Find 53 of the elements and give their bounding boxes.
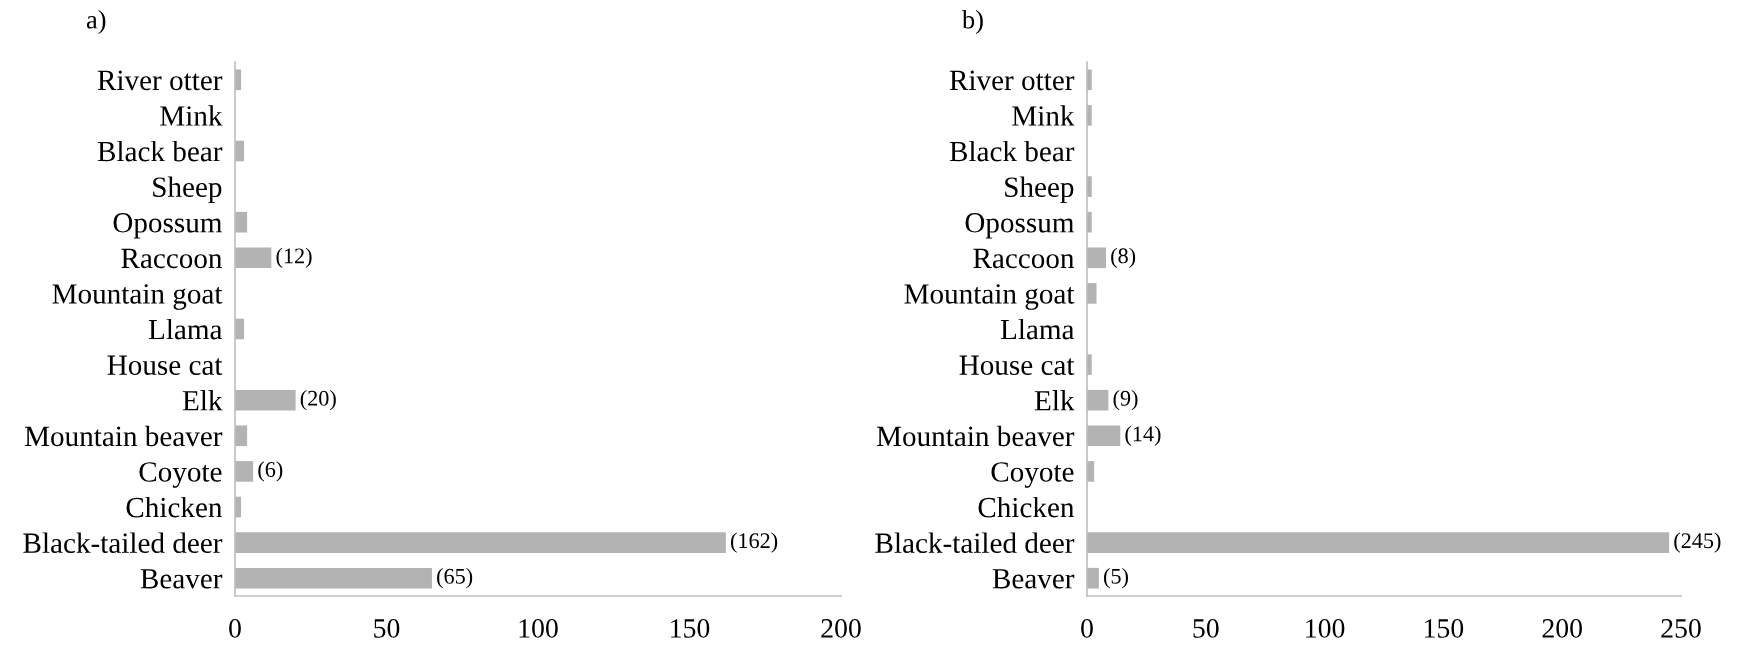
chart-title: a): [86, 10, 106, 34]
y-tick-label: Raccoon: [121, 248, 223, 269]
x-tick-label: 150: [671, 619, 710, 638]
y-tick-label: Black bear: [97, 140, 223, 162]
y-tick-label: Black-tailed deer: [875, 532, 1075, 554]
y-tick-label: Elk: [1034, 390, 1075, 411]
y-tick-label: Black-tailed deer: [23, 532, 223, 554]
y-tick-label: Mountain beaver: [876, 425, 1075, 447]
data-label: (6): [258, 461, 283, 482]
x-tick-label: 150: [1425, 619, 1464, 638]
x-tick-label: 50: [374, 619, 400, 638]
y-tick-label: Mink: [160, 105, 223, 126]
y-tick-label: Mountain beaver: [24, 425, 223, 447]
y-tick-label: Black bear: [949, 140, 1075, 162]
x-tick-label: 50: [1193, 619, 1219, 638]
y-tick-label: Llama: [148, 318, 223, 340]
data-label: (8): [1111, 247, 1136, 268]
y-tick-label: River otter: [949, 70, 1075, 91]
y-tick-label: Beaver: [140, 569, 223, 589]
y-tick-label: House cat: [107, 355, 223, 376]
y-tick-label: Coyote: [139, 462, 222, 488]
y-tick-label: Chicken: [978, 496, 1075, 518]
data-label: (9): [1113, 390, 1138, 411]
y-tick-label: Sheep: [153, 176, 222, 203]
chart-title: b): [962, 10, 983, 34]
data-label: (5): [1104, 568, 1128, 589]
y-tick-label: Coyote: [991, 462, 1074, 488]
y-tick-label: Opossum: [113, 213, 223, 239]
y-tick-label: Sheep: [1005, 176, 1074, 203]
y-tick-label: Opossum: [965, 213, 1075, 239]
data-label: (14): [1125, 425, 1161, 446]
x-tick-label: 250: [1661, 619, 1701, 638]
y-tick-label: Mink: [1012, 105, 1075, 126]
data-label: (65): [437, 568, 473, 589]
y-tick-label: Raccoon: [973, 248, 1075, 269]
x-tick-label: 200: [821, 619, 861, 638]
y-tick-label: House cat: [959, 355, 1075, 376]
x-tick-label: 0: [229, 619, 241, 638]
x-tick-label: 100: [1306, 619, 1345, 638]
x-tick-label: 100: [519, 619, 558, 638]
x-tick-label: 0: [1081, 619, 1093, 638]
y-tick-label: Mountain goat: [52, 284, 223, 310]
y-tick-label: Beaver: [992, 569, 1075, 589]
y-tick-label: Mountain goat: [904, 284, 1075, 310]
data-label: (245): [1674, 532, 1721, 553]
data-label: (20): [300, 390, 336, 411]
x-tick-label: 200: [1542, 619, 1582, 638]
data-label: (162): [731, 532, 778, 553]
y-tick-label: Chicken: [126, 496, 223, 518]
y-tick-label: Llama: [1000, 318, 1075, 340]
data-label: (12): [276, 247, 312, 268]
y-tick-label: Elk: [182, 390, 223, 411]
y-tick-label: River otter: [97, 70, 223, 91]
